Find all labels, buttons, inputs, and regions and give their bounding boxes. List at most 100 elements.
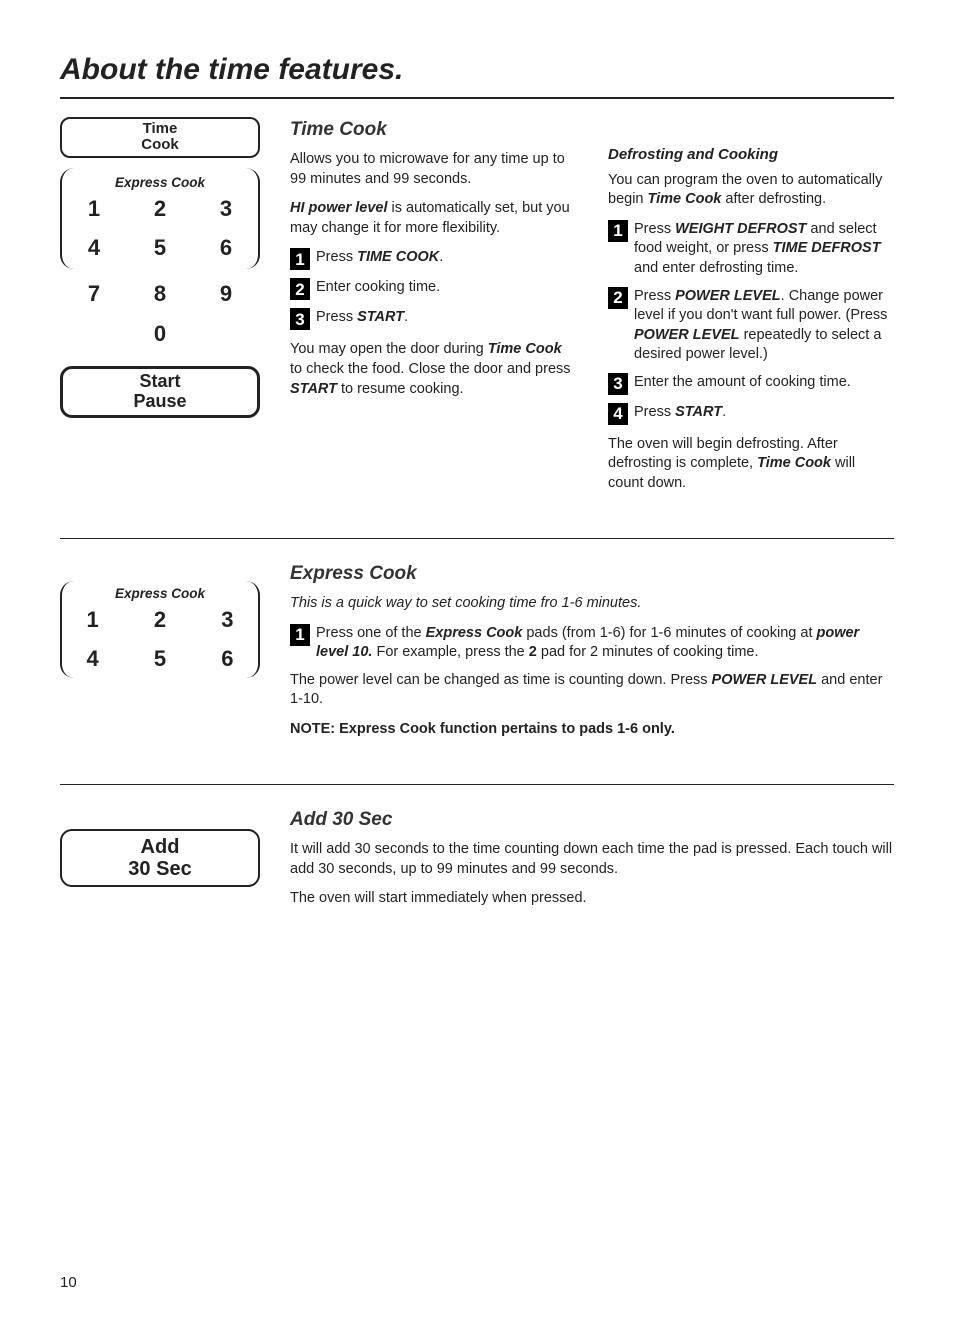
section-add-30: Add 30 Sec Add 30 Sec It will add 30 sec… <box>60 784 894 953</box>
ex-s1e: For example, press the <box>372 644 528 660</box>
time-cook-button: Time Cook <box>60 117 260 158</box>
section-express-cook: Express Cook 1 2 3 4 5 6 Express Cook Th… <box>60 538 894 784</box>
add30-label-2: 30 Sec <box>128 858 191 880</box>
step-num-1: 1 <box>290 248 310 270</box>
ex-s1g: pad for 2 minutes of cooking time. <box>537 644 759 660</box>
express-step-1: 1 Press one of the Express Cook pads (fr… <box>290 624 894 663</box>
time-cook-controls-illustration: Time Cook Express Cook 1 2 3 4 5 6 7 8 9… <box>60 117 260 504</box>
add30-illustration: Add 30 Sec <box>60 807 260 919</box>
pause-label: Pause <box>133 392 186 412</box>
tc-s1b: TIME COOK <box>357 249 439 265</box>
defrost-text: Defrosting and Cooking You can program t… <box>608 117 894 504</box>
tc-p3d: START <box>290 381 337 397</box>
time-cook-step-1: 1 Press TIME COOK. <box>290 248 576 270</box>
keypad-4: 4 <box>76 233 112 263</box>
keypad-full: Express Cook 1 2 3 4 5 6 <box>60 168 260 270</box>
ek-4: 4 <box>74 644 111 674</box>
defrost-p1: You can program the oven to automaticall… <box>608 171 894 210</box>
df-p1b: Time Cook <box>648 191 722 207</box>
df-s4c: . <box>722 404 726 420</box>
tc-s3a: Press <box>316 309 357 325</box>
tc-s1a: Press <box>316 249 357 265</box>
time-cook-step-3: 3 Press START. <box>290 308 576 330</box>
express-heading: Express Cook <box>290 561 894 587</box>
time-cook-p3: You may open the door during Time Cook t… <box>290 340 576 399</box>
ex-s1c: pads (from 1-6) for 1-6 minutes of cooki… <box>522 625 816 641</box>
ex-num-1: 1 <box>290 624 310 646</box>
express-p2: The power level can be changed as time i… <box>290 671 894 710</box>
df-s4a: Press <box>634 404 675 420</box>
tc-s3c: . <box>404 309 408 325</box>
keypad-7: 7 <box>76 279 112 309</box>
defrost-step-2: 2 Press POWER LEVEL. Change power level … <box>608 287 894 365</box>
ek-2: 2 <box>141 605 178 635</box>
ek-6: 6 <box>209 644 246 674</box>
ex-s1a: Press one of the <box>316 625 426 641</box>
express-note: NOTE: Express Cook function pertains to … <box>290 720 894 740</box>
add30-heading: Add 30 Sec <box>290 807 894 833</box>
ex-p2a: The power level can be changed as time i… <box>290 672 712 688</box>
tc-s1c: . <box>439 249 443 265</box>
add30-p2: The oven will start immediately when pre… <box>290 889 894 909</box>
hi-power-label: HI power level <box>290 200 388 216</box>
express-intro: This is a quick way to set cooking time … <box>290 594 894 614</box>
step-num-2: 2 <box>290 278 310 300</box>
tc-p3a: You may open the door during <box>290 341 488 357</box>
df-p1c: after defrosting. <box>721 191 826 207</box>
df-s2d: POWER LEVEL <box>634 327 740 343</box>
keypad-express: Express Cook 1 2 3 4 5 6 <box>60 581 260 679</box>
defrost-p2: The oven will begin defrosting. After de… <box>608 435 894 494</box>
time-cook-text: Time Cook Allows you to microwave for an… <box>290 117 576 504</box>
start-label: Start <box>139 372 180 392</box>
keypad-5: 5 <box>142 233 178 263</box>
add30-label-1: Add <box>141 836 180 858</box>
df-num-3: 3 <box>608 373 628 395</box>
defrost-step-3: 3 Enter the amount of cooking time. <box>608 373 894 395</box>
df-s1b: WEIGHT DEFROST <box>675 221 806 237</box>
df-num-2: 2 <box>608 287 628 309</box>
keypad-6: 6 <box>208 233 244 263</box>
ek-3: 3 <box>209 605 246 635</box>
ex-s1b: Express Cook <box>426 625 523 641</box>
df-s3: Enter the amount of cooking time. <box>634 373 894 393</box>
express-cook-label: Express Cook <box>76 174 244 192</box>
ex-p2b: POWER LEVEL <box>712 672 818 688</box>
time-cook-label-2: Cook <box>141 137 179 154</box>
keypad-9: 9 <box>208 279 244 309</box>
ex-s1f: 2 <box>529 644 537 660</box>
step-num-3: 3 <box>290 308 310 330</box>
defrost-heading: Defrosting and Cooking <box>608 145 894 165</box>
section-time-cook: Time Cook Express Cook 1 2 3 4 5 6 7 8 9… <box>60 117 894 538</box>
keypad-3: 3 <box>208 194 244 224</box>
keypad-0: 0 <box>142 319 178 349</box>
start-pause-button: Start Pause <box>60 366 260 418</box>
page-number: 10 <box>60 1273 894 1293</box>
time-cook-p2: HI power level is automatically set, but… <box>290 199 576 238</box>
tc-p3b: Time Cook <box>488 341 562 357</box>
tc-s3b: START <box>357 309 404 325</box>
ek-1: 1 <box>74 605 111 635</box>
add-30-sec-button: Add 30 Sec <box>60 829 260 887</box>
add30-p1: It will add 30 seconds to the time count… <box>290 840 894 879</box>
df-num-4: 4 <box>608 403 628 425</box>
defrost-step-4: 4 Press START. <box>608 403 894 425</box>
time-cook-step-2: 2 Enter cooking time. <box>290 278 576 300</box>
df-s1e: and enter defrosting time. <box>634 260 798 276</box>
time-cook-label-1: Time <box>143 121 178 138</box>
keypad-2: 2 <box>142 194 178 224</box>
df-s4b: START <box>675 404 722 420</box>
time-cook-p1: Allows you to microwave for any time up … <box>290 150 576 189</box>
page-title: About the time features. <box>60 50 894 99</box>
df-p2b: Time Cook <box>757 455 831 471</box>
df-s2b: POWER LEVEL <box>675 288 781 304</box>
keypad-8: 8 <box>142 279 178 309</box>
df-s1a: Press <box>634 221 675 237</box>
df-num-1: 1 <box>608 220 628 242</box>
defrost-step-1: 1 Press WEIGHT DEFROST and select food w… <box>608 220 894 279</box>
keypad-1: 1 <box>76 194 112 224</box>
df-s1d: TIME DEFROST <box>773 240 881 256</box>
df-s2a: Press <box>634 288 675 304</box>
tc-s2: Enter cooking time. <box>316 278 576 298</box>
ek-5: 5 <box>141 644 178 674</box>
tc-p3e: to resume cooking. <box>337 381 464 397</box>
